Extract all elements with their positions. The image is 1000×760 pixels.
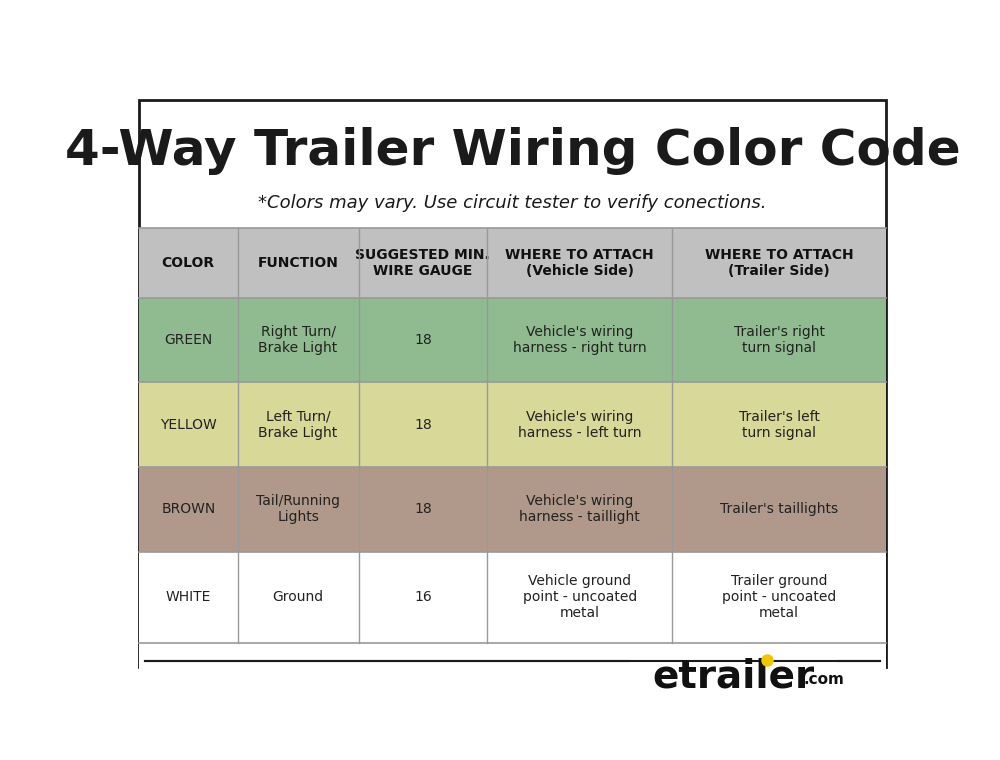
- Bar: [487, 382, 672, 467]
- Bar: [238, 228, 359, 298]
- Bar: [238, 552, 359, 642]
- Text: BROWN: BROWN: [161, 502, 215, 516]
- Text: 4-Way Trailer Wiring Color Code: 4-Way Trailer Wiring Color Code: [65, 127, 960, 176]
- Bar: [139, 467, 238, 552]
- Bar: [672, 382, 886, 467]
- Text: Vehicle's wiring
harness - right turn: Vehicle's wiring harness - right turn: [513, 325, 647, 355]
- Bar: [139, 642, 886, 690]
- Bar: [359, 467, 487, 552]
- Text: SUGGESTED MIN.
WIRE GAUGE: SUGGESTED MIN. WIRE GAUGE: [355, 248, 490, 278]
- Text: COLOR: COLOR: [162, 256, 215, 270]
- Text: *Colors may vary. Use circuit tester to verify conections.: *Colors may vary. Use circuit tester to …: [258, 194, 767, 212]
- Text: Trailer ground
point - uncoated
metal: Trailer ground point - uncoated metal: [722, 574, 836, 620]
- Text: 18: 18: [414, 502, 432, 516]
- Text: Trailer's left
turn signal: Trailer's left turn signal: [739, 410, 820, 440]
- Text: Vehicle's wiring
harness - taillight: Vehicle's wiring harness - taillight: [519, 494, 640, 524]
- Bar: [238, 467, 359, 552]
- Bar: [359, 228, 487, 298]
- Bar: [487, 228, 672, 298]
- Text: Ground: Ground: [273, 590, 324, 604]
- Text: Vehicle's wiring
harness - left turn: Vehicle's wiring harness - left turn: [518, 410, 641, 440]
- Bar: [238, 298, 359, 382]
- Bar: [672, 228, 886, 298]
- Bar: [672, 467, 886, 552]
- Bar: [359, 552, 487, 642]
- Bar: [238, 382, 359, 467]
- Text: Trailer's right
turn signal: Trailer's right turn signal: [734, 325, 825, 355]
- Bar: [359, 382, 487, 467]
- Text: Left Turn/
Brake Light: Left Turn/ Brake Light: [258, 410, 338, 440]
- Bar: [359, 298, 487, 382]
- Text: WHITE: WHITE: [166, 590, 211, 604]
- Text: Right Turn/
Brake Light: Right Turn/ Brake Light: [258, 325, 338, 355]
- Text: .com: .com: [804, 673, 845, 688]
- Text: Vehicle ground
point - uncoated
metal: Vehicle ground point - uncoated metal: [523, 574, 637, 620]
- Bar: [139, 552, 238, 642]
- Text: YELLOW: YELLOW: [160, 417, 217, 432]
- Text: WHERE TO ATTACH
(Trailer Side): WHERE TO ATTACH (Trailer Side): [705, 248, 854, 278]
- Text: WHERE TO ATTACH
(Vehicle Side): WHERE TO ATTACH (Vehicle Side): [505, 248, 654, 278]
- Bar: [487, 552, 672, 642]
- Text: GREEN: GREEN: [164, 333, 212, 347]
- Text: 18: 18: [414, 417, 432, 432]
- Text: etrailer: etrailer: [652, 658, 814, 696]
- Bar: [672, 552, 886, 642]
- Bar: [139, 382, 238, 467]
- Text: Trailer's taillights: Trailer's taillights: [720, 502, 838, 516]
- Bar: [139, 298, 238, 382]
- Bar: [487, 467, 672, 552]
- Bar: [672, 298, 886, 382]
- Text: Tail/Running
Lights: Tail/Running Lights: [256, 494, 340, 524]
- Text: FUNCTION: FUNCTION: [258, 256, 339, 270]
- Bar: [487, 298, 672, 382]
- Text: 18: 18: [414, 333, 432, 347]
- Text: 16: 16: [414, 590, 432, 604]
- Bar: [139, 228, 238, 298]
